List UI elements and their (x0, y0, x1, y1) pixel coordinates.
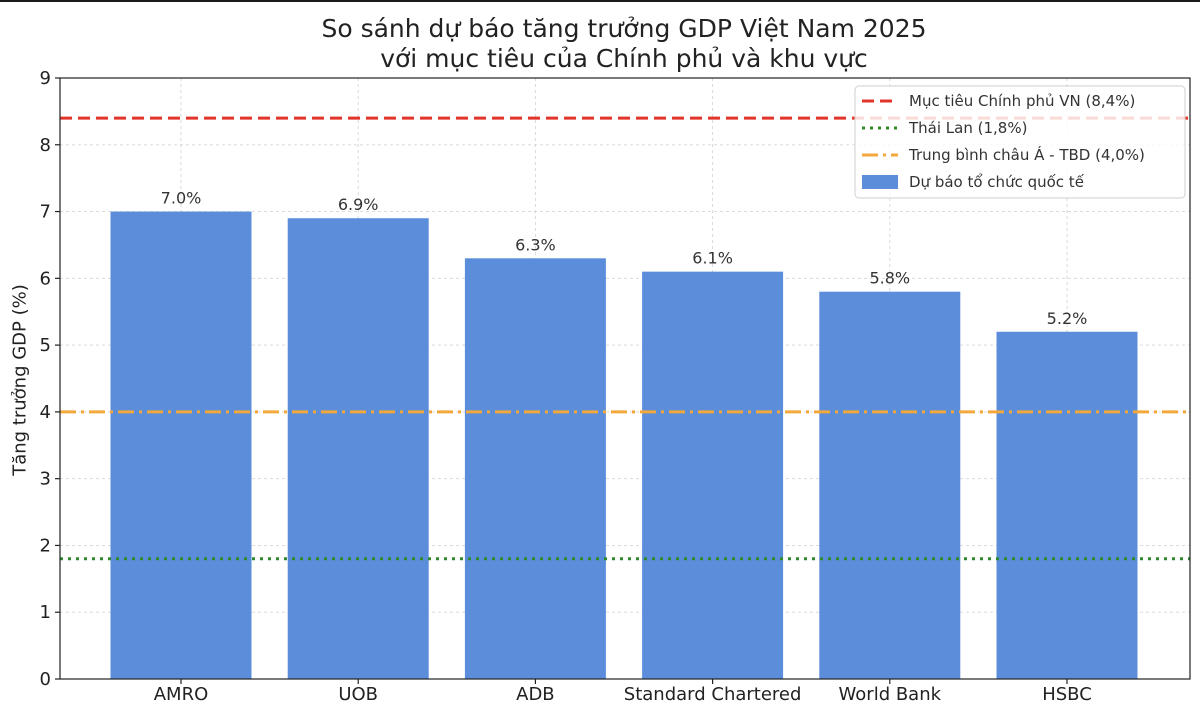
bar-value-label: 5.2% (1047, 309, 1088, 328)
legend-box (854, 85, 1186, 199)
y-axis-label: Tăng trưởng GDP (%) (10, 284, 31, 477)
bar-amro (110, 211, 252, 680)
x-tick-label: Standard Chartered (624, 684, 802, 705)
y-tick-label: 4 (40, 402, 51, 423)
legend: Mục tiêu Chính phủ VN (8,4%) Thái Lan (1,… (854, 85, 1186, 199)
y-tick-label: 9 (40, 68, 51, 89)
plot-frame (59, 77, 1191, 680)
y-tick-label: 2 (40, 535, 51, 556)
legend-item: Thái Lan (1,8%) (862, 119, 1027, 137)
bar-series (110, 211, 1138, 680)
x-tick-label: ADB (516, 684, 555, 705)
legend-item: Dự báo tổ chức quốc tế (862, 173, 1085, 191)
legend-label: Trung bình châu Á - TBD (4,0%) (908, 145, 1145, 164)
y-tick-label: 1 (40, 602, 51, 623)
chart-title-line-2: với mục tiêu của Chính phủ và khu vực (380, 44, 868, 73)
bar-value-label: 6.1% (692, 249, 733, 268)
legend-bar-swatch (862, 175, 898, 189)
y-tick-label: 3 (40, 469, 51, 490)
bar-uob (287, 218, 429, 679)
bar-value-label: 5.8% (869, 269, 910, 288)
bar-world-bank (819, 291, 961, 679)
chart-title-line-1: So sánh dự báo tăng trưởng GDP Việt Nam … (321, 14, 926, 43)
legend-label: Dự báo tổ chức quốc tế (909, 173, 1085, 191)
legend-label: Mục tiêu Chính phủ VN (8,4%) (909, 92, 1135, 110)
x-tick-label: World Bank (839, 684, 942, 705)
axes: 0 1 2 3 4 5 6 7 8 9 AMRO UOB ADB Standard Chartered Wo… (40, 68, 1191, 705)
x-tick-label: UOB (338, 684, 378, 705)
bar-hsbc (996, 331, 1138, 679)
y-tick-label: 6 (40, 268, 51, 289)
legend-label: Thái Lan (1,8%) (908, 119, 1027, 137)
bar-standard-chartered (642, 271, 784, 679)
legend-item: Trung bình châu Á - TBD (4,0%) (862, 145, 1145, 164)
y-tick-label: 7 (40, 202, 51, 223)
y-tick-label: 8 (40, 135, 51, 156)
x-tick-label: AMRO (154, 684, 209, 705)
legend-item: Mục tiêu Chính phủ VN (8,4%) (862, 92, 1135, 110)
screenshot-top-border (0, 0, 1200, 2)
y-tick-label: 5 (40, 335, 51, 356)
bar-adb (464, 258, 606, 679)
bar-value-label: 6.3% (515, 235, 556, 254)
value-labels: 7.0% 6.9% 6.3% 6.1% 5.8% 5.2% (161, 189, 1088, 328)
bar-value-label: 6.9% (338, 195, 379, 214)
y-tick-label: 0 (40, 669, 51, 690)
bar-value-label: 7.0% (161, 189, 202, 208)
x-tick-label: HSBC (1042, 684, 1092, 705)
